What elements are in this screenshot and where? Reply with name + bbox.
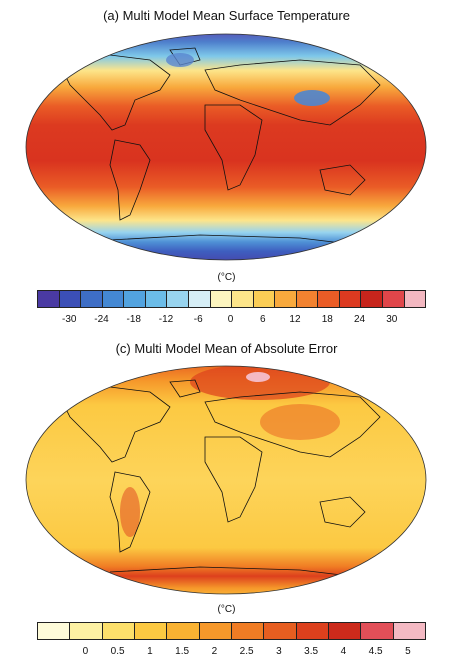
absolute-error-tick-label: 0.5 (110, 646, 125, 657)
absolute-error-tick-label: 0 (82, 646, 89, 657)
absolute-error-tick-label: 2.5 (239, 646, 254, 657)
absolute-error-swatch (264, 623, 297, 639)
absolute-error-swatch (167, 623, 200, 639)
temperature-swatch (296, 291, 319, 307)
temperature-swatch (124, 291, 146, 307)
absolute-error-swatch (102, 623, 135, 639)
temperature-swatch (188, 291, 211, 307)
temperature-swatch (145, 291, 168, 307)
temperature-colorbar (37, 290, 426, 308)
temperature-tick-label: -24 (94, 314, 109, 325)
temperature-tick-label: -6 (193, 314, 203, 325)
temperature-tick-label: 24 (353, 314, 366, 325)
panel-a-unit: (°C) (217, 272, 236, 283)
absolute-error-tick-label: 2 (211, 646, 218, 657)
absolute-error-tick-label: 1.5 (175, 646, 190, 657)
absolute-error-colorbar-ticks: 0 0.5 1 1.5 2 2.5 3 3.5 4 4.5 5 (37, 646, 424, 660)
temperature-tick-label: -30 (62, 314, 77, 325)
absolute-error-colorbar (37, 622, 426, 640)
temperature-swatch (167, 291, 189, 307)
absolute-error-tick-label: 5 (405, 646, 411, 657)
temperature-tick-label: 6 (259, 314, 266, 325)
temperature-swatch (383, 291, 405, 307)
absolute-error-swatch (134, 623, 168, 639)
absolute-error-swatch (393, 623, 425, 639)
temperature-tick-label: 0 (227, 314, 234, 325)
temperature-swatch (404, 291, 426, 307)
panel-c-unit: (°C) (217, 604, 236, 615)
absolute-error-tick-label: 1 (147, 646, 153, 657)
panel-c-title: (c) Multi Model Mean of Absolute Error (115, 341, 338, 356)
temperature-tick-label: -18 (126, 314, 141, 325)
temperature-map (25, 33, 427, 261)
temperature-colorbar-ticks: -30 -24 -18 -12 -6 0 6 12 18 24 30 (37, 314, 424, 328)
temperature-swatch (339, 291, 362, 307)
absolute-error-tick-label: 4 (340, 646, 347, 657)
absolute-error-swatch (361, 623, 394, 639)
temperature-swatch (232, 291, 254, 307)
temperature-swatch (102, 291, 125, 307)
temperature-swatch (210, 291, 233, 307)
temperature-swatch (59, 291, 82, 307)
absolute-error-tick-label: 3.5 (304, 646, 319, 657)
absolute-error-map (25, 365, 427, 595)
temperature-swatch (81, 291, 103, 307)
coastlines (59, 47, 381, 245)
temperature-swatch (38, 291, 60, 307)
temperature-swatch (275, 291, 297, 307)
temperature-tick-label: 18 (321, 314, 333, 325)
temperature-swatch (318, 291, 340, 307)
coastlines-c (59, 379, 381, 577)
absolute-error-swatch (328, 623, 362, 639)
absolute-error-tick-label: 4.5 (368, 646, 383, 657)
absolute-error-tick-label: 3 (276, 646, 282, 657)
temperature-swatch (253, 291, 276, 307)
absolute-error-swatch (38, 623, 71, 639)
temperature-tick-label: 12 (289, 314, 301, 325)
temperature-swatch (361, 291, 383, 307)
panel-a-title: (a) Multi Model Mean Surface Temperature (103, 8, 350, 23)
absolute-error-swatch (231, 623, 265, 639)
absolute-error-swatch (199, 623, 232, 639)
absolute-error-swatch (70, 623, 103, 639)
temperature-tick-label: 30 (386, 314, 398, 325)
temperature-tick-label: -12 (158, 314, 174, 325)
absolute-error-swatch (296, 623, 329, 639)
